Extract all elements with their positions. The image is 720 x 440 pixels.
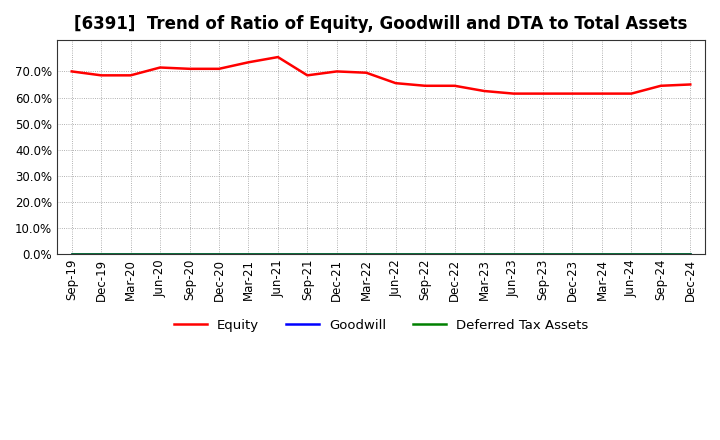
Equity — [568, 91, 577, 96]
Goodwill — [126, 252, 135, 257]
Deferred Tax Assets — [627, 252, 636, 257]
Deferred Tax Assets — [274, 252, 282, 257]
Goodwill — [215, 252, 223, 257]
Equity — [450, 83, 459, 88]
Title: [6391]  Trend of Ratio of Equity, Goodwill and DTA to Total Assets: [6391] Trend of Ratio of Equity, Goodwil… — [74, 15, 688, 33]
Goodwill — [185, 252, 194, 257]
Equity — [509, 91, 518, 96]
Deferred Tax Assets — [421, 252, 430, 257]
Deferred Tax Assets — [126, 252, 135, 257]
Goodwill — [657, 252, 665, 257]
Goodwill — [333, 252, 341, 257]
Goodwill — [362, 252, 371, 257]
Equity — [392, 81, 400, 86]
Equity — [333, 69, 341, 74]
Goodwill — [539, 252, 547, 257]
Equity — [244, 60, 253, 65]
Equity — [686, 82, 695, 87]
Line: Equity: Equity — [72, 57, 690, 94]
Deferred Tax Assets — [539, 252, 547, 257]
Deferred Tax Assets — [509, 252, 518, 257]
Equity — [303, 73, 312, 78]
Equity — [539, 91, 547, 96]
Goodwill — [244, 252, 253, 257]
Deferred Tax Assets — [568, 252, 577, 257]
Goodwill — [568, 252, 577, 257]
Equity — [627, 91, 636, 96]
Deferred Tax Assets — [480, 252, 488, 257]
Goodwill — [392, 252, 400, 257]
Goodwill — [274, 252, 282, 257]
Goodwill — [156, 252, 164, 257]
Goodwill — [97, 252, 106, 257]
Goodwill — [303, 252, 312, 257]
Equity — [215, 66, 223, 71]
Goodwill — [598, 252, 606, 257]
Equity — [97, 73, 106, 78]
Equity — [657, 83, 665, 88]
Goodwill — [68, 252, 76, 257]
Equity — [126, 73, 135, 78]
Deferred Tax Assets — [598, 252, 606, 257]
Equity — [480, 88, 488, 94]
Goodwill — [627, 252, 636, 257]
Goodwill — [686, 252, 695, 257]
Goodwill — [450, 252, 459, 257]
Deferred Tax Assets — [657, 252, 665, 257]
Equity — [68, 69, 76, 74]
Deferred Tax Assets — [686, 252, 695, 257]
Equity — [185, 66, 194, 71]
Goodwill — [509, 252, 518, 257]
Deferred Tax Assets — [97, 252, 106, 257]
Equity — [274, 55, 282, 60]
Deferred Tax Assets — [156, 252, 164, 257]
Goodwill — [421, 252, 430, 257]
Deferred Tax Assets — [215, 252, 223, 257]
Deferred Tax Assets — [244, 252, 253, 257]
Deferred Tax Assets — [333, 252, 341, 257]
Deferred Tax Assets — [68, 252, 76, 257]
Deferred Tax Assets — [450, 252, 459, 257]
Deferred Tax Assets — [362, 252, 371, 257]
Equity — [598, 91, 606, 96]
Equity — [362, 70, 371, 75]
Deferred Tax Assets — [303, 252, 312, 257]
Equity — [156, 65, 164, 70]
Deferred Tax Assets — [392, 252, 400, 257]
Legend: Equity, Goodwill, Deferred Tax Assets: Equity, Goodwill, Deferred Tax Assets — [168, 314, 594, 337]
Deferred Tax Assets — [185, 252, 194, 257]
Goodwill — [480, 252, 488, 257]
Equity — [421, 83, 430, 88]
